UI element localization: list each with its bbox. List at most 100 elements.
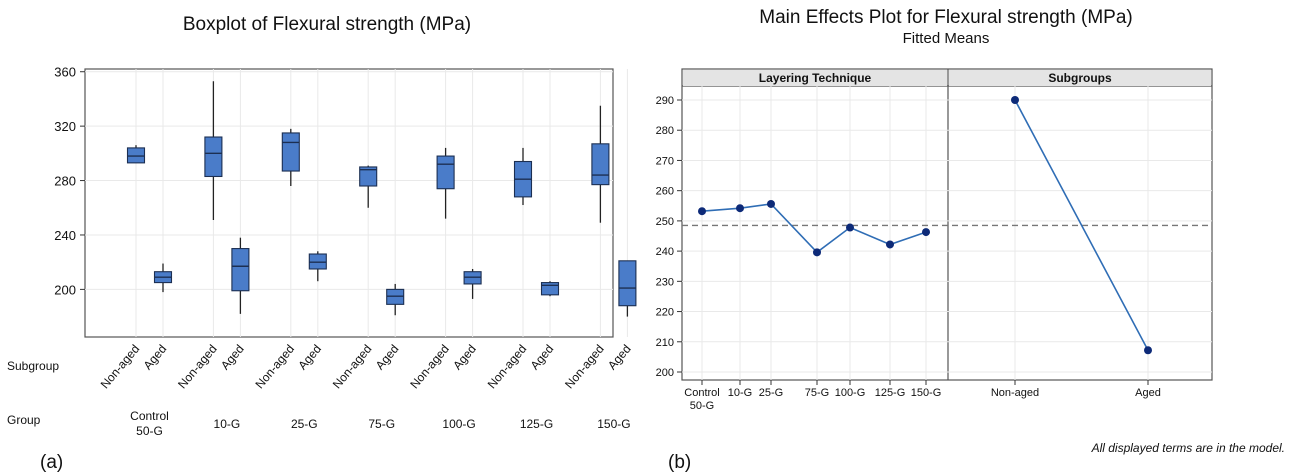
me-point-75-g <box>813 248 821 257</box>
me-x-label: 125-G <box>875 387 906 399</box>
me-x-label-line2: 50-G <box>690 400 714 412</box>
main-effects-series <box>682 96 1212 355</box>
subgroup-label-non-aged: Non-aged <box>252 342 297 391</box>
me-point-aged <box>1144 346 1152 355</box>
boxplot-y-tick-label: 280 <box>54 174 76 189</box>
box-iqr <box>281 132 300 172</box>
subgroup-label-aged: Aged <box>605 342 634 372</box>
me-x-label: 150-G <box>911 387 942 399</box>
box-iqr <box>359 166 378 187</box>
group-row-label: Group <box>7 413 41 427</box>
me-y-tick-label: 260 <box>656 186 674 198</box>
group-label: Control <box>130 409 169 423</box>
box-100-g-non-aged <box>436 147 455 219</box>
subgroup-label-non-aged: Non-aged <box>407 342 452 391</box>
me-x-label: 25-G <box>759 387 783 399</box>
box-iqr <box>540 282 560 296</box>
me-y-tick-label: 290 <box>656 95 674 107</box>
group-label: 150-G <box>597 417 630 431</box>
me-point-25-g <box>767 199 775 208</box>
me-point-125-g <box>886 240 894 249</box>
main-effects-plot-area <box>681 68 1213 381</box>
me-point-100-g <box>846 223 854 232</box>
me-point-10-g <box>736 204 744 213</box>
group-label-line2: 50-G <box>136 424 163 438</box>
panel-b-label: (b) <box>668 452 691 473</box>
box-10-g-aged <box>231 237 250 314</box>
subgroup-label-non-aged: Non-aged <box>562 342 607 391</box>
subgroup-label-non-aged: Non-aged <box>98 342 143 391</box>
box-iqr <box>231 248 250 292</box>
subgroup-label-non-aged: Non-aged <box>175 342 220 391</box>
me-y-tick-label: 200 <box>656 367 674 379</box>
box-iqr <box>591 143 610 186</box>
subgroup-label-aged: Aged <box>450 342 479 372</box>
me-point-150-g <box>922 228 930 237</box>
model-note: All displayed terms are in the model. <box>1091 441 1285 455</box>
subgroup-label-non-aged: Non-aged <box>485 342 530 391</box>
panel-header-bg-right <box>949 70 1211 86</box>
subgroup-label-aged: Aged <box>528 342 557 372</box>
box-100-g-aged <box>463 268 482 299</box>
subgroup-label-aged: Aged <box>373 342 402 372</box>
me-x-label: Aged <box>1135 387 1161 399</box>
me-y-tick-label: 270 <box>656 155 674 167</box>
box-75-g-non-aged <box>359 165 378 208</box>
me-y-tick-label: 250 <box>656 216 674 228</box>
box-150-g-non-aged <box>591 105 610 223</box>
boxplot-plot-area <box>84 68 614 338</box>
me-point-control-50-g <box>698 207 706 216</box>
main-effects-grid <box>682 86 1212 380</box>
box-10-g-non-aged <box>204 81 223 221</box>
panel-header-bg-left <box>683 70 947 86</box>
box-control-50-g-non-aged <box>126 145 146 164</box>
panel-header-layering: Layering Technique <box>759 71 872 85</box>
boxplot-y-tick-label: 360 <box>54 65 76 80</box>
subgroup-row-label: Subgroup <box>7 359 59 373</box>
panel-a-label: (a) <box>40 452 63 473</box>
box-iqr <box>204 136 223 178</box>
me-x-label: Control <box>684 387 719 399</box>
box-125-g-aged <box>540 281 560 297</box>
me-y-tick-label: 220 <box>656 307 674 319</box>
me-y-tick-label: 230 <box>656 276 674 288</box>
box-125-g-non-aged <box>513 147 533 206</box>
group-label: 100-G <box>442 417 475 431</box>
box-25-g-non-aged <box>281 128 300 186</box>
boxplot-y-axis: 200 240 280 320 360 <box>54 65 85 297</box>
me-y-tick-label: 210 <box>656 337 674 349</box>
subgroup-label-aged: Aged <box>295 342 324 372</box>
main-effects-subtitle: Fitted Means <box>903 30 990 47</box>
me-x-label: 100-G <box>835 387 866 399</box>
panel-header-subgroups: Subgroups <box>1048 71 1112 85</box>
box-iqr <box>436 155 455 190</box>
subgroup-label-aged: Aged <box>218 342 247 372</box>
main-effects-title: Main Effects Plot for Flexural strength … <box>759 7 1132 28</box>
group-label: 10-G <box>214 417 241 431</box>
subgroup-label-aged: Aged <box>141 342 170 372</box>
group-label: 125-G <box>520 417 553 431</box>
me-x-label: 10-G <box>728 387 752 399</box>
boxplot-y-tick-label: 200 <box>54 282 76 297</box>
boxplot-grid <box>85 69 628 337</box>
me-y-tick-label: 280 <box>656 125 674 137</box>
box-150-g-aged <box>618 260 637 317</box>
box-25-g-aged <box>308 251 327 282</box>
boxplot-title: Boxplot of Flexural strength (MPa) <box>183 14 471 35</box>
main-effects-y-axis: 200 210 220 230 240 250 260 270 280 290 <box>656 95 1149 385</box>
subgroup-label-non-aged: Non-aged <box>330 342 375 391</box>
box-75-g-aged <box>386 283 405 316</box>
me-y-tick-label: 240 <box>656 246 674 258</box>
boxplot-x-axis: Non-agedAgedControl50-GNon-agedAged10-GN… <box>98 342 634 438</box>
box-control-50-g-aged <box>153 263 173 293</box>
boxplot-boxes <box>126 81 637 317</box>
group-label: 75-G <box>368 417 395 431</box>
box-iqr <box>618 260 637 307</box>
me-line-subgroups <box>1014 99 1149 351</box>
boxplot-y-tick-label: 320 <box>54 119 76 134</box>
me-point-non-aged <box>1011 96 1019 104</box>
boxplot-y-tick-label: 240 <box>54 228 76 243</box>
me-x-label: Non-aged <box>991 387 1039 399</box>
